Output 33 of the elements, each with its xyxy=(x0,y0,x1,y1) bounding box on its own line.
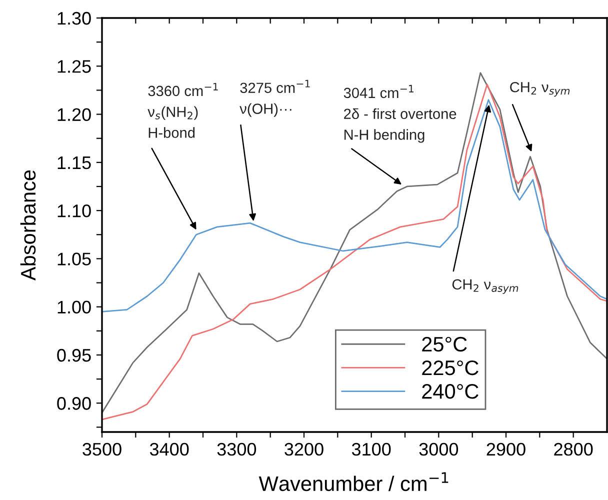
annotation: CH$_{2}$ ν$_{sym}$ xyxy=(510,82,570,97)
x-tick-label: 3200 xyxy=(284,442,324,456)
y-tick-label: 1.15 xyxy=(58,156,91,170)
x-tick-label: 3300 xyxy=(217,442,256,456)
annotation: 3041 cm$^{−1}$ xyxy=(344,84,414,98)
annotation: 3360 cm$^{−1}$ xyxy=(148,82,218,96)
x-axis-title: Wavenumber / cm$^{−1}$ xyxy=(258,472,448,492)
y-tick-label: 1.10 xyxy=(58,204,91,218)
y-axis-title: Absorbance xyxy=(20,170,36,281)
annotation: ν$_{s}$(NH$_{2}$) xyxy=(148,106,198,120)
x-tick-label: 2800 xyxy=(554,442,593,456)
y-tick-label: 1.30 xyxy=(58,12,91,25)
x-tick-label: 3500 xyxy=(82,442,122,456)
annotation: ν(OH)··· xyxy=(240,103,292,117)
annotation: 3275 cm$^{−1}$ xyxy=(240,80,310,94)
y-tick-label: 0.90 xyxy=(57,397,91,410)
x-tick-label: 2900 xyxy=(486,442,526,456)
x-tick-label: 3400 xyxy=(150,442,189,456)
annotation: 2δ - first overtone xyxy=(344,108,456,120)
legend-label: 225°C xyxy=(422,360,478,376)
annotation: N-H bending xyxy=(344,129,424,143)
y-tick-label: 1.25 xyxy=(58,60,91,73)
y-tick-label: 0.95 xyxy=(57,348,91,362)
y-tick-label: 1.05 xyxy=(58,252,91,266)
legend-label: 240°C xyxy=(422,384,478,399)
x-tick-label: 3100 xyxy=(352,442,391,456)
y-tick-label: 1.20 xyxy=(58,108,91,121)
legend-label: 25°C xyxy=(422,336,467,352)
annotation: CH$_{2}$ ν$_{asym}$ xyxy=(452,279,518,294)
annotation: H-bond xyxy=(148,127,195,138)
y-tick-label: 1.00 xyxy=(58,300,91,314)
x-tick-label: 3000 xyxy=(419,442,458,456)
line-series xyxy=(102,99,607,312)
